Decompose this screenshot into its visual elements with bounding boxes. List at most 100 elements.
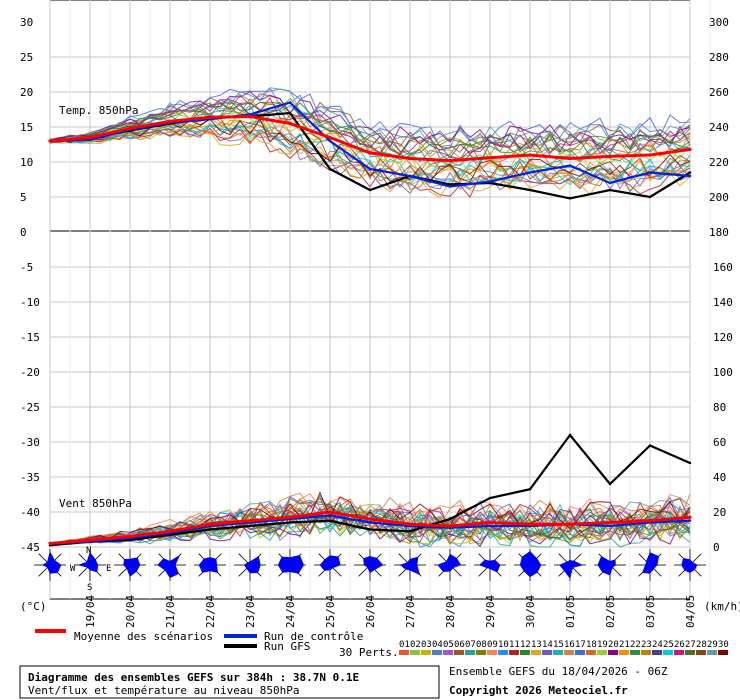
pert-swatch bbox=[685, 650, 695, 655]
x-tick-date: 23/04 bbox=[244, 595, 257, 628]
rose-petal bbox=[123, 557, 141, 577]
temp-point-control bbox=[368, 167, 372, 171]
y-tick-left-top: 20 bbox=[20, 86, 33, 99]
temp-point-mean bbox=[208, 115, 212, 119]
y-tick-left-bottom: -45 bbox=[20, 541, 40, 554]
y-tick-left-bottom: -25 bbox=[20, 401, 40, 414]
wind-point-mean bbox=[528, 522, 532, 526]
pert-swatch bbox=[586, 650, 596, 655]
wind-point-mean bbox=[368, 517, 372, 521]
legend-perts-label: 30 Perts. bbox=[339, 646, 399, 659]
temp-point-mean bbox=[128, 126, 132, 130]
y-tick-left-top: 10 bbox=[20, 156, 33, 169]
wind-point-control bbox=[368, 521, 372, 524]
pert-number: 09 bbox=[487, 640, 498, 650]
temp-point-mean bbox=[88, 135, 92, 140]
x-tick-date: 02/05 bbox=[604, 595, 617, 628]
info-box bbox=[19, 665, 440, 699]
pert-number: 29 bbox=[707, 640, 718, 650]
pert-number: 08 bbox=[476, 640, 487, 650]
legend-gfs-label: Run GFS bbox=[264, 640, 310, 653]
pert-swatch bbox=[674, 650, 684, 655]
pert-swatch bbox=[564, 650, 574, 655]
y-tick-right-bottom: 40 bbox=[713, 471, 726, 484]
pert-swatch bbox=[520, 650, 530, 655]
temp-point-mean bbox=[608, 154, 612, 158]
pert-number: 26 bbox=[674, 640, 685, 650]
compass-north: N bbox=[86, 546, 91, 556]
pert-number: 17 bbox=[575, 640, 586, 650]
temp-point-control bbox=[448, 185, 452, 188]
pert-line-wind bbox=[49, 492, 691, 544]
wind-point-mean bbox=[648, 519, 652, 523]
temp-point-mean bbox=[688, 147, 692, 151]
y-tick-right-top: 220 bbox=[709, 156, 729, 169]
pert-swatch bbox=[531, 650, 541, 655]
pert-swatch bbox=[652, 650, 662, 655]
y-tick-left-top: 5 bbox=[20, 191, 27, 204]
rose-petal bbox=[277, 554, 304, 574]
temp-point-control bbox=[528, 171, 532, 174]
temp-point-mean bbox=[488, 156, 492, 160]
pert-number: 14 bbox=[542, 640, 553, 650]
pert-swatch bbox=[707, 650, 717, 655]
pert-swatch bbox=[432, 650, 442, 655]
legend-mean-label: Moyenne des scénarios bbox=[74, 630, 213, 643]
wind-point-mean bbox=[488, 520, 492, 525]
pert-swatch bbox=[641, 650, 651, 655]
wind-point-mean bbox=[288, 515, 292, 519]
wind-annotation: Vent 850hPa bbox=[59, 497, 132, 510]
temp-point-gfs bbox=[288, 111, 292, 115]
temp-point-gfs bbox=[568, 197, 572, 200]
pert-swatch bbox=[696, 650, 706, 655]
pert-number: 01 bbox=[399, 640, 410, 650]
rose-petal bbox=[681, 557, 698, 573]
temp-point-control bbox=[328, 139, 332, 143]
pert-swatch bbox=[509, 650, 519, 655]
rose-petal bbox=[157, 554, 181, 579]
y-tick-right-top: 300 bbox=[709, 16, 729, 29]
pert-swatch bbox=[399, 650, 409, 655]
wind-roses bbox=[34, 549, 706, 581]
y-tick-left-bottom: -10 bbox=[20, 296, 40, 309]
temp-point-control bbox=[288, 101, 292, 104]
y-tick-right-top: 200 bbox=[709, 191, 729, 204]
pert-number: 18 bbox=[586, 640, 597, 650]
y-tick-right-bottom: 20 bbox=[713, 506, 726, 519]
wind-point-gfs bbox=[208, 528, 212, 531]
pert-number: 19 bbox=[597, 640, 608, 650]
wind-point-control bbox=[328, 514, 332, 517]
temp-point-control bbox=[248, 113, 252, 116]
rose-petal bbox=[42, 551, 62, 574]
pert-number: 04 bbox=[432, 640, 443, 650]
pert-number: 03 bbox=[421, 640, 432, 650]
wind-point-mean bbox=[688, 515, 692, 519]
x-tick-date: 26/04 bbox=[364, 595, 377, 628]
pert-swatch bbox=[597, 650, 607, 655]
compass-east: E bbox=[106, 564, 111, 574]
pert-swatch bbox=[498, 650, 508, 655]
right-unit-label: (km/h) bbox=[704, 600, 740, 613]
wind-point-mean bbox=[208, 522, 212, 526]
pert-number: 21 bbox=[619, 640, 630, 650]
rose-petal bbox=[437, 553, 462, 572]
pert-swatch bbox=[553, 650, 563, 655]
temp-point-gfs bbox=[528, 188, 532, 192]
wind-point-control bbox=[488, 524, 492, 528]
temp-point-control bbox=[648, 171, 652, 174]
y-tick-left-top: 25 bbox=[20, 51, 33, 64]
y-tick-left-top: 0 bbox=[20, 226, 27, 239]
main-series-lines bbox=[48, 101, 692, 547]
pert-number: 07 bbox=[465, 640, 476, 650]
pert-swatch bbox=[465, 650, 475, 655]
y-tick-right-top: 240 bbox=[709, 121, 729, 134]
wind-point-gfs bbox=[648, 444, 652, 447]
pert-swatch bbox=[575, 650, 585, 655]
temp-point-mean bbox=[448, 159, 452, 163]
pert-number: 10 bbox=[498, 640, 509, 650]
y-tick-left-bottom: -30 bbox=[20, 436, 40, 449]
y-tick-left-top: 15 bbox=[20, 121, 33, 134]
pert-number: 23 bbox=[641, 640, 652, 650]
pert-line-temp bbox=[49, 130, 691, 198]
x-tick-date: 22/04 bbox=[204, 595, 217, 628]
